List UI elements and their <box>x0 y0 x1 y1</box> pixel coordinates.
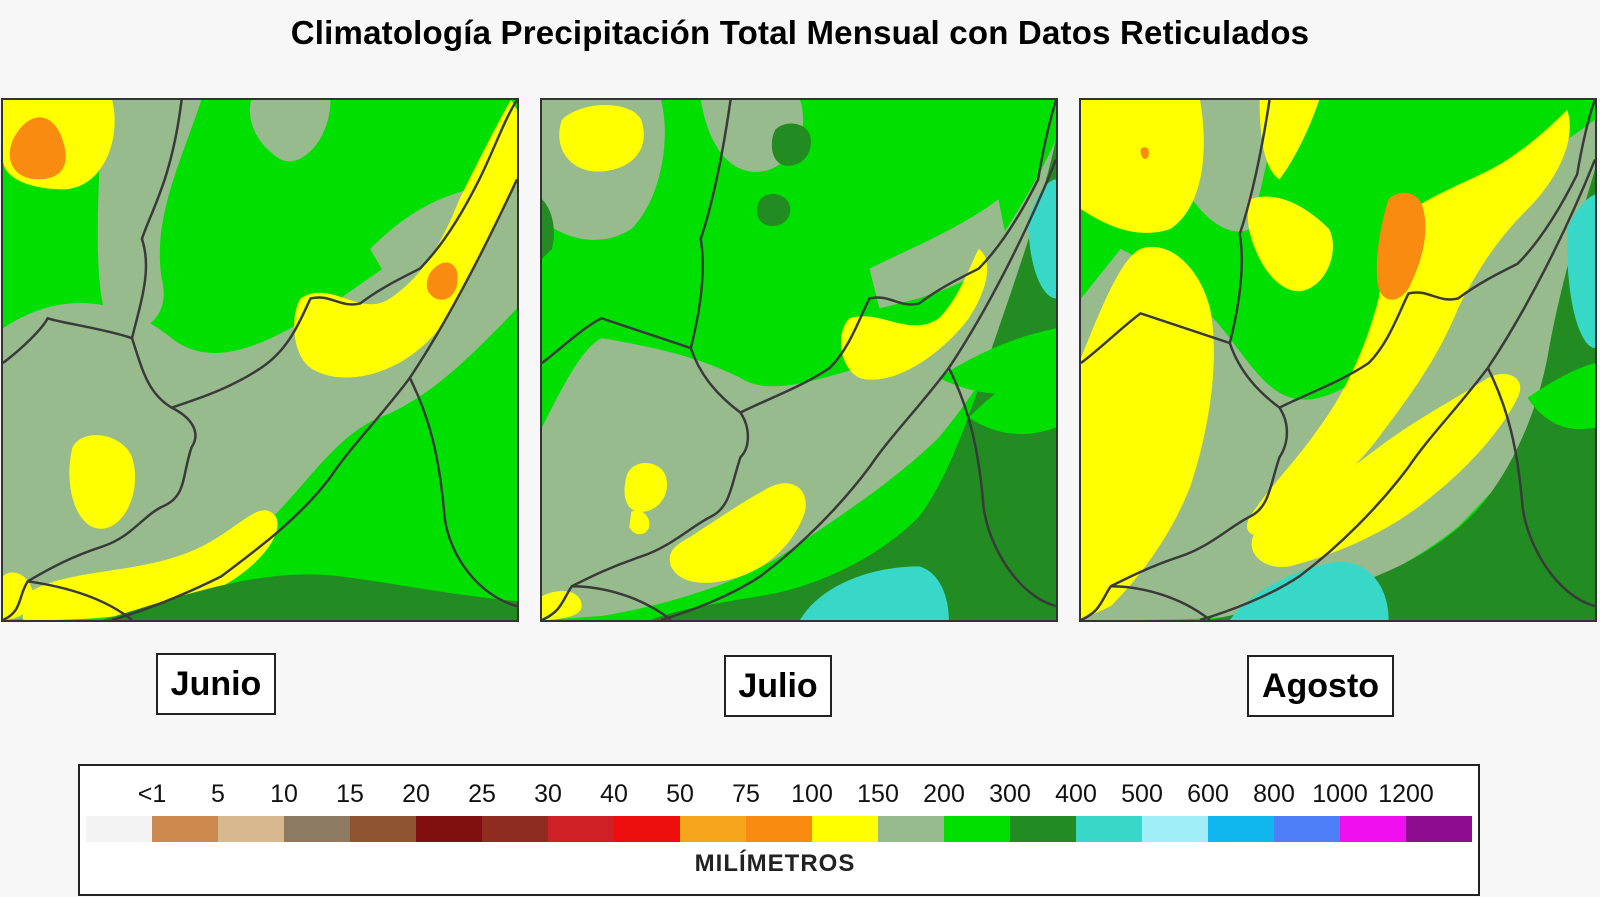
legend-swatch <box>152 816 218 842</box>
legend-tick-label: 200 <box>923 780 965 808</box>
month-label-junio: Junio <box>156 653 276 715</box>
legend-tick-label: 5 <box>211 780 225 808</box>
legend-tick-label: 10 <box>270 780 298 808</box>
legend-swatch <box>1076 816 1142 842</box>
legend-swatch <box>86 816 152 842</box>
legend-swatch <box>482 816 548 842</box>
legend-tick-label: 500 <box>1121 780 1163 808</box>
legend-tick-label: 600 <box>1187 780 1229 808</box>
legend-swatch <box>1010 816 1076 842</box>
legend-tick-label: 75 <box>732 780 760 808</box>
legend-swatch <box>614 816 680 842</box>
legend-swatch <box>416 816 482 842</box>
map-junio <box>1 98 519 622</box>
legend-tick-label: 20 <box>402 780 430 808</box>
month-label-agosto: Agosto <box>1247 655 1394 717</box>
legend-swatch <box>284 816 350 842</box>
color-legend: <1 5 10 15 20 25 30 40 50 75 100 150 200 300 400 500 600… <box>78 764 1480 896</box>
legend-swatch <box>812 816 878 842</box>
legend-swatch <box>1340 816 1406 842</box>
month-label-julio: Julio <box>724 655 832 717</box>
legend-tick-label: <1 <box>137 780 167 808</box>
legend-swatch <box>1208 816 1274 842</box>
legend-tick-label: 15 <box>336 780 364 808</box>
legend-unit-label: MILÍMETROS <box>694 850 856 877</box>
legend-ticks: <1 5 10 15 20 25 30 40 50 75 100 150 200 300 400 500 600… <box>80 780 1478 810</box>
legend-tick-label: 1000 <box>1312 780 1368 808</box>
map-julio <box>540 98 1058 622</box>
legend-swatch <box>1406 816 1472 842</box>
legend-tick-label: 1200 <box>1378 780 1434 808</box>
legend-color-bar <box>86 816 1472 842</box>
legend-tick-label: 50 <box>666 780 694 808</box>
legend-tick-label: 40 <box>600 780 628 808</box>
legend-tick-label: 25 <box>468 780 496 808</box>
legend-tick-label: 100 <box>791 780 833 808</box>
legend-swatch <box>746 816 812 842</box>
legend-swatch <box>1142 816 1208 842</box>
legend-swatch <box>680 816 746 842</box>
legend-tick-label: 400 <box>1055 780 1097 808</box>
legend-swatch <box>218 816 284 842</box>
legend-swatch <box>944 816 1010 842</box>
legend-tick-label: 150 <box>857 780 899 808</box>
legend-swatch <box>548 816 614 842</box>
legend-tick-label: 30 <box>534 780 562 808</box>
page-title: Climatología Precipitación Total Mensual… <box>290 14 1310 51</box>
legend-tick-label: 300 <box>989 780 1031 808</box>
legend-swatch <box>1274 816 1340 842</box>
legend-tick-label: 800 <box>1253 780 1295 808</box>
legend-swatch <box>350 816 416 842</box>
map-agosto <box>1079 98 1597 622</box>
legend-swatch <box>878 816 944 842</box>
